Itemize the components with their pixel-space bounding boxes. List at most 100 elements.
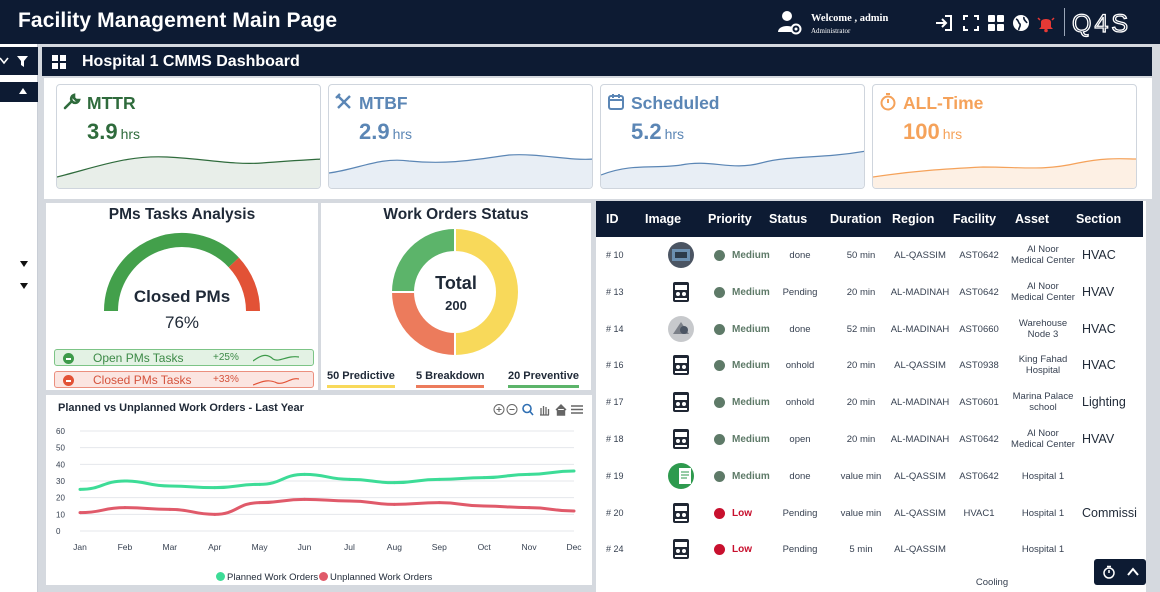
line-chart-title: Planned vs Unplanned Work Orders - Last …: [58, 402, 304, 414]
table-row[interactable]: # 24 Low Pending 5 min AL-QASSIM Hospita…: [596, 531, 1143, 568]
x-tick-label: Jun: [298, 542, 312, 552]
col-asset[interactable]: Asset: [1015, 212, 1050, 226]
zoom-in-icon[interactable]: [493, 404, 505, 415]
closed-pm-change: +33%: [213, 374, 239, 385]
data-point[interactable]: [437, 477, 441, 481]
open-pm-tasks-row[interactable]: Open PMs Tasks +25%: [54, 349, 314, 366]
cell-region: AL-QASSIM: [894, 544, 946, 556]
table-row[interactable]: # 14 Medium done 52 min AL-MADINAH AST06…: [596, 311, 1143, 348]
cell-duration: 20 min: [846, 360, 876, 372]
cell-id: # 13: [606, 286, 624, 297]
col-facility[interactable]: Facility: [953, 212, 997, 226]
stopwatch-icon[interactable]: [1102, 565, 1116, 579]
kpi-card-all-time[interactable]: ALL-Time 100 hrs: [872, 84, 1137, 189]
table-row[interactable]: # 20 Low Pending value min AL-QASSIM HVA…: [596, 495, 1143, 532]
data-point[interactable]: [527, 472, 531, 476]
data-point[interactable]: [527, 506, 531, 510]
cell-priority: Low: [732, 507, 752, 519]
globe-icon[interactable]: [1011, 13, 1031, 33]
col-region[interactable]: Region: [892, 212, 935, 226]
kpi-value: 3.9 hrs: [87, 119, 141, 144]
legend-breakdown[interactable]: 5 Breakdown: [416, 370, 485, 388]
data-point[interactable]: [437, 501, 441, 505]
filter-icon[interactable]: [16, 55, 29, 68]
y-tick-label: 40: [56, 460, 65, 469]
data-point[interactable]: [482, 504, 486, 508]
kpi-card-mtbf[interactable]: MTBF 2.9 hrs: [328, 84, 593, 189]
caret-down-icon[interactable]: [20, 261, 28, 267]
data-point[interactable]: [303, 497, 307, 501]
logout-icon[interactable]: [934, 13, 954, 33]
data-point[interactable]: [347, 499, 351, 503]
col-image[interactable]: Image: [645, 212, 682, 226]
data-point[interactable]: [392, 502, 396, 506]
alarm-bell-icon[interactable]: [1036, 13, 1056, 33]
dashboard-header: Hospital 1 CMMS Dashboard: [42, 47, 1152, 76]
magnifier-icon[interactable]: [522, 403, 534, 416]
priority-dot: [714, 470, 725, 482]
cell-duration: 5 min: [849, 544, 873, 556]
data-point[interactable]: [78, 487, 82, 491]
data-point[interactable]: [258, 482, 262, 486]
table-row[interactable]: # 13 Medium Pending 20 min AL-MADINAH AS…: [596, 274, 1143, 311]
table-row[interactable]: # 17 Medium onhold 20 min AL-MADINAH AST…: [596, 384, 1143, 421]
work-orders-table: ID Image Priority Status Duration Region…: [596, 201, 1146, 592]
data-point[interactable]: [347, 477, 351, 481]
priority-dot: [714, 397, 725, 409]
pm-tasks-panel: PMs Tasks Analysis Closed PMs 76% Open P…: [46, 203, 318, 390]
legend-predictive[interactable]: 50 Predictive: [327, 370, 395, 388]
legend-preventive[interactable]: 20 Preventive: [508, 370, 579, 388]
chevron-up-icon[interactable]: [1127, 567, 1139, 576]
pan-hand-icon[interactable]: [540, 406, 550, 416]
legend-unplanned[interactable]: Unplanned Work Orders: [319, 572, 432, 583]
kpi-card-mttr[interactable]: MTTR 3.9 hrs: [56, 84, 321, 189]
data-point[interactable]: [213, 512, 217, 516]
data-point[interactable]: [572, 509, 576, 513]
chevron-down-icon[interactable]: [0, 55, 12, 67]
home-icon[interactable]: [555, 404, 567, 416]
col-status[interactable]: Status: [769, 212, 808, 226]
data-point[interactable]: [392, 481, 396, 485]
col-id[interactable]: ID: [606, 212, 619, 226]
fullscreen-icon[interactable]: [961, 13, 981, 33]
line-chart: 0 10 20 30 40 50 60 Jan Feb Mar Apr May Jun Jul Aug Sep…: [56, 427, 582, 552]
tools-icon: [335, 93, 351, 109]
priority-dot: [714, 544, 725, 556]
planned-series-line[interactable]: [79, 469, 575, 491]
kpi-sparkline: [873, 158, 1136, 188]
kpi-value: 5.2 hrs: [631, 119, 685, 144]
asset-thumbnail: [668, 389, 694, 415]
legend-planned[interactable]: Planned Work Orders: [216, 572, 318, 583]
caret-up-icon: [19, 88, 27, 94]
kpi-card-scheduled[interactable]: Scheduled 5.2 hrs: [600, 84, 865, 189]
data-point[interactable]: [168, 507, 172, 511]
apps-grid-icon[interactable]: [986, 13, 1006, 33]
zoom-out-icon[interactable]: [506, 404, 518, 415]
user-gear-icon[interactable]: [776, 9, 802, 35]
rail-selected-item[interactable]: [0, 82, 38, 102]
data-point[interactable]: [258, 501, 262, 505]
menu-icon[interactable]: [571, 405, 583, 414]
cell-duration: 20 min: [846, 286, 876, 298]
col-priority[interactable]: Priority: [708, 212, 752, 226]
caret-down-icon[interactable]: [20, 283, 28, 289]
data-point[interactable]: [482, 476, 486, 480]
data-point[interactable]: [123, 506, 127, 510]
data-point[interactable]: [213, 486, 217, 490]
data-point[interactable]: [303, 472, 307, 476]
data-point[interactable]: [123, 479, 127, 483]
data-point[interactable]: [78, 511, 82, 515]
table-row[interactable]: # 19 Medium done value min AL-QASSIM AST…: [596, 458, 1143, 495]
table-row[interactable]: # 16 Medium onhold 20 min AL-QASSIM AST0…: [596, 347, 1143, 384]
cell-asset: Al Noor Medical Center: [1011, 280, 1075, 303]
closed-pm-tasks-row[interactable]: Closed PMs Tasks +33%: [54, 371, 314, 388]
table-row[interactable]: # 10 Medium done 50 min AL-QASSIM AST064…: [596, 237, 1143, 274]
x-tick-label: Mar: [162, 542, 177, 552]
priority-dot: [714, 323, 725, 335]
col-duration[interactable]: Duration: [830, 212, 882, 226]
data-point[interactable]: [572, 469, 576, 473]
col-section[interactable]: Section: [1076, 212, 1122, 226]
data-point[interactable]: [168, 484, 172, 488]
table-row[interactable]: # 18 Medium open 20 min AL-MADINAH AST06…: [596, 421, 1143, 458]
unplanned-series-line[interactable]: [79, 497, 575, 516]
